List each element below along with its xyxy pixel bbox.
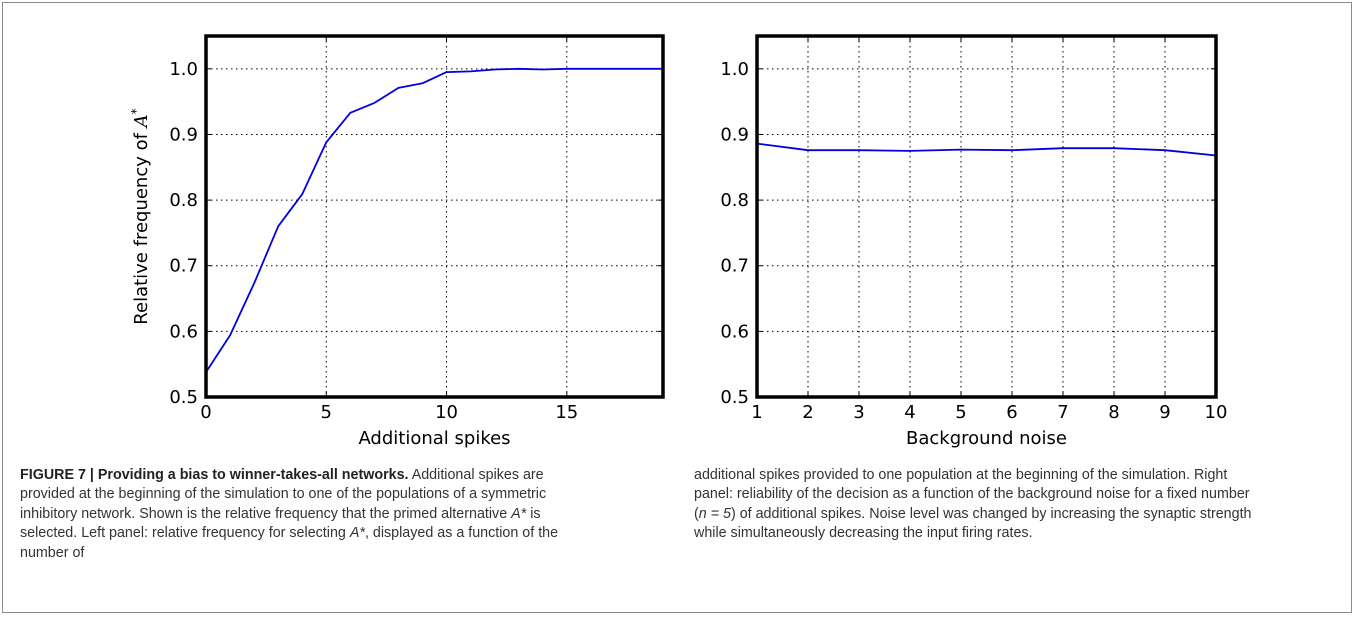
caption-n: n = 5 <box>698 505 731 522</box>
caption-text: additional spikes provided to one popula… <box>694 467 1250 522</box>
y-tick-label: 1.0 <box>720 59 749 80</box>
x-tick-label: 6 <box>1006 402 1017 423</box>
x-tick-label: 2 <box>802 402 813 423</box>
y-tick-label: 0.9 <box>169 124 198 145</box>
x-tick-label: 3 <box>853 402 864 423</box>
figure-label: FIGURE 7 | Providing a bias to winner-ta… <box>20 467 409 483</box>
right-chart: 1 2 3 4 5 6 7 8 9 10 0.5 0.6 0.7 0.8 0.9 1.0 Background … <box>720 34 1228 449</box>
plot-frame <box>204 34 665 399</box>
caption-text: ) of additional spikes. Noise level was … <box>694 505 1252 542</box>
caption-left: FIGURE 7 | Providing a bias to winner-ta… <box>20 466 580 563</box>
y-tick-label: 0.5 <box>720 387 749 408</box>
y-tick-label: 0.6 <box>720 321 749 342</box>
left-chart: 0 5 10 15 0.5 0.6 0.7 0.8 0.9 1.0 Additional spike… <box>129 34 665 449</box>
y-tick-label: 0.5 <box>169 387 198 408</box>
caption-right: additional spikes provided to one popula… <box>694 466 1254 544</box>
y-tick-label: 0.6 <box>169 321 198 342</box>
caption-text: Additional spikes are provided at the be… <box>20 467 547 522</box>
x-tick-label: 0 <box>200 402 211 423</box>
x-tick-label: 9 <box>1159 402 1170 423</box>
x-tick-label: 10 <box>435 402 458 423</box>
y-tick-label: 0.8 <box>720 190 749 211</box>
y-tick-label: 0.9 <box>720 124 749 145</box>
x-tick-label: 4 <box>904 402 915 423</box>
y-tick-label: 1.0 <box>169 59 198 80</box>
x-tick-label: 7 <box>1057 402 1068 423</box>
x-tick-label: 10 <box>1205 402 1228 423</box>
x-axis-label: Additional spikes <box>358 428 510 449</box>
plot-frame <box>755 34 1218 399</box>
caption-text: is selected. Left panel: relative freque… <box>20 505 541 542</box>
x-axis-label: Background noise <box>906 428 1067 449</box>
caption-symbol: A* <box>349 525 365 542</box>
y-tick-label: 0.7 <box>720 256 749 277</box>
x-tick-label: 1 <box>751 402 762 423</box>
y-tick-label: 0.7 <box>169 256 198 277</box>
series-line <box>205 67 663 373</box>
x-tick-label: 15 <box>555 402 578 423</box>
x-tick-label: 8 <box>1108 402 1119 423</box>
series-line <box>756 142 1217 157</box>
x-tick-label: 5 <box>321 402 332 423</box>
caption-text: , displayed as a function of the number … <box>20 525 559 561</box>
caption-symbol: A* <box>511 505 527 522</box>
x-tick-label: 5 <box>955 402 966 423</box>
y-axis-label: Relative frequency of A* <box>129 108 152 324</box>
y-tick-label: 0.8 <box>169 190 198 211</box>
